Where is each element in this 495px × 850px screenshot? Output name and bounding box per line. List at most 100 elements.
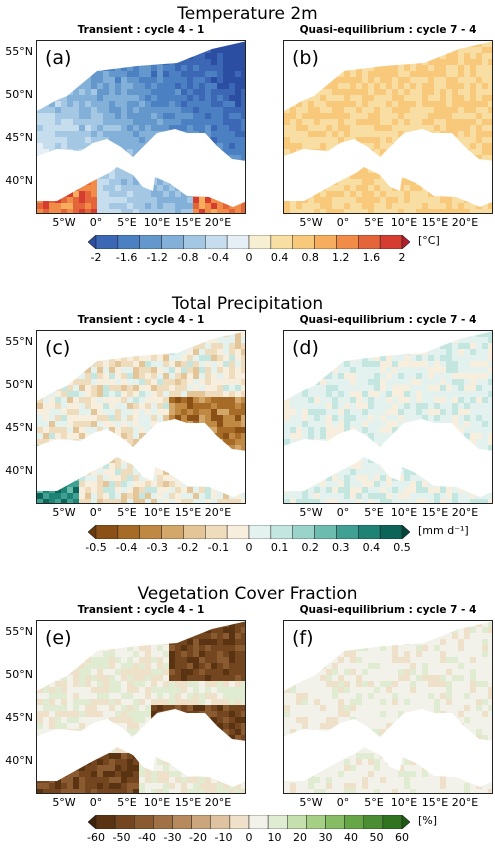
colorbar-cell xyxy=(292,235,315,249)
colorbar-tick-label: 0.4 xyxy=(362,541,381,554)
colorbar-cell xyxy=(314,235,337,249)
colorbar-cell xyxy=(325,815,345,829)
colorbar-cell xyxy=(139,235,162,249)
panel-label: (c) xyxy=(45,337,71,359)
lat-tick-label: 40°N xyxy=(5,464,33,477)
lon-tick-label: 5°W xyxy=(299,506,323,519)
colorbar-cell xyxy=(267,815,288,829)
lon-tick-label: 10°E xyxy=(143,796,171,809)
lat-tick-label: 50°N xyxy=(5,88,33,101)
colorbar-tick-label: -60 xyxy=(87,831,105,844)
panel-label: (a) xyxy=(45,47,72,69)
colorbar-tick-label: 0 xyxy=(245,541,253,554)
colorbar-arrow-left xyxy=(88,235,97,249)
section-title: Vegetation Cover Fraction xyxy=(137,584,358,604)
lon-tick-label: 15°E xyxy=(421,506,449,519)
colorbar-cell xyxy=(379,525,403,539)
lon-tick-label: 20°E xyxy=(204,796,232,809)
lon-tick-label: 0° xyxy=(89,796,103,809)
map-panel: (e) xyxy=(36,620,246,794)
panel-label: (f) xyxy=(292,627,314,649)
map-image xyxy=(37,41,245,213)
lat-tick-label: 40°N xyxy=(5,754,33,767)
colorbar-cell xyxy=(248,235,272,249)
colorbar-cell xyxy=(226,235,250,249)
colorbar-cell xyxy=(292,525,315,539)
lat-tick-label: 50°N xyxy=(5,378,33,391)
colorbar-cell xyxy=(95,525,119,539)
colorbar-cell xyxy=(95,815,116,829)
panel-label: (d) xyxy=(292,337,319,359)
lon-tick-label: 0° xyxy=(89,216,103,229)
lon-tick-label: 20°E xyxy=(451,796,479,809)
lon-tick-label: 0° xyxy=(89,506,103,519)
colorbar-tick-label: 0.2 xyxy=(301,541,319,554)
colorbar-cell xyxy=(270,235,293,249)
colorbar-cell xyxy=(139,525,162,539)
colorbar-arrow-left xyxy=(88,815,97,829)
colorbar-tick-label: 10 xyxy=(267,831,282,844)
panel-subtitle: Transient : cycle 4 - 1 xyxy=(77,604,205,616)
colorbar-tick-label: -0.2 xyxy=(177,541,199,554)
colorbar-cell xyxy=(95,235,119,249)
panel-subtitle: Quasi-equilibrium : cycle 7 - 4 xyxy=(299,24,477,36)
colorbar-tick-label: 60 xyxy=(395,831,409,844)
lon-tick-label: 5°E xyxy=(364,796,384,809)
panel-label: (e) xyxy=(45,627,72,649)
lon-tick-label: 0° xyxy=(336,216,350,229)
colorbar-cell xyxy=(336,525,359,539)
colorbar-tick-label: -2 xyxy=(90,251,102,264)
lon-tick-label: 5°E xyxy=(364,506,384,519)
lon-tick-label: 5°W xyxy=(52,796,76,809)
map-panel: (f) xyxy=(283,620,493,794)
panel-subtitle: Quasi-equilibrium : cycle 7 - 4 xyxy=(299,314,477,326)
colorbar xyxy=(88,815,410,829)
colorbar-tick-label: -40 xyxy=(138,831,156,844)
colorbar-tick-label: 50 xyxy=(369,831,384,844)
lat-tick-label: 55°N xyxy=(5,335,33,348)
lon-tick-label: 5°E xyxy=(117,216,137,229)
colorbar-cell xyxy=(183,525,206,539)
colorbar-tick-label: -0.8 xyxy=(177,251,199,264)
colorbar-tick-label: -0.3 xyxy=(146,541,168,554)
colorbar-cell xyxy=(363,815,384,829)
section-title: Total Precipitation xyxy=(171,294,324,314)
colorbar-tick-label: -0.4 xyxy=(115,541,138,554)
lon-tick-label: 15°E xyxy=(174,796,202,809)
colorbar-arrow-right xyxy=(401,815,410,829)
panel-subtitle: Transient : cycle 4 - 1 xyxy=(77,314,205,326)
lon-tick-label: 20°E xyxy=(204,216,232,229)
lat-tick-label: 50°N xyxy=(5,668,33,681)
colorbar-tick-label: 0.8 xyxy=(301,251,319,264)
colorbar-tick-label: 1.2 xyxy=(332,251,350,264)
colorbar-unit: [mm d⁻¹] xyxy=(418,524,469,537)
colorbar-cell xyxy=(161,525,184,539)
map-image xyxy=(37,621,245,793)
colorbar-tick-label: 0 xyxy=(245,251,253,264)
colorbar-cell xyxy=(205,525,228,539)
colorbar-tick-label: -1.2 xyxy=(146,251,168,264)
map-image xyxy=(284,41,492,213)
lon-tick-label: 20°E xyxy=(451,506,479,519)
colorbar-cell xyxy=(226,525,250,539)
colorbar-cell xyxy=(358,525,381,539)
colorbar-cell xyxy=(314,525,337,539)
lon-tick-label: 0° xyxy=(336,796,350,809)
colorbar-cell xyxy=(153,815,173,829)
lon-tick-label: 10°E xyxy=(143,506,171,519)
lat-tick-label: 45°N xyxy=(5,131,33,144)
section-title: Temperature 2m xyxy=(177,4,318,24)
map-panel: (b) xyxy=(283,40,493,214)
lon-tick-label: 10°E xyxy=(390,506,418,519)
colorbar-cell xyxy=(382,815,403,829)
map-panel: (c) xyxy=(36,330,246,504)
lon-tick-label: 15°E xyxy=(174,216,202,229)
colorbar-cell xyxy=(306,815,326,829)
map-image xyxy=(284,331,492,503)
colorbar-cell xyxy=(287,815,307,829)
lon-tick-label: 15°E xyxy=(421,796,449,809)
colorbar-cell xyxy=(270,525,293,539)
map-panel: (d) xyxy=(283,330,493,504)
colorbar-tick-label: 1.6 xyxy=(362,251,381,264)
colorbar-arrow-right xyxy=(401,525,410,539)
